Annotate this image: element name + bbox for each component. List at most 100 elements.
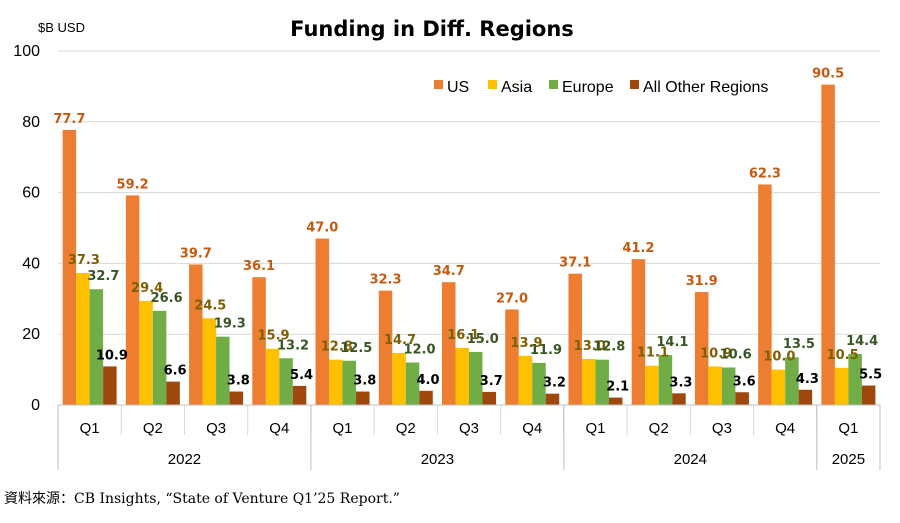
- bar-all-other-regions: [861, 385, 876, 405]
- bar-us: [694, 292, 709, 405]
- data-label: 77.7: [53, 112, 85, 127]
- data-label: 32.3: [369, 273, 401, 288]
- bar-us: [189, 264, 203, 405]
- data-label: 2.1: [606, 380, 629, 395]
- y-tick-label: 40: [22, 255, 40, 272]
- quarter-label: Q3: [459, 420, 479, 437]
- y-axis-ticks: 0 20 40 60 80 100: [13, 43, 40, 414]
- bar-us: [378, 290, 393, 405]
- year-label: 2022: [168, 451, 201, 468]
- data-label: 3.6: [733, 374, 756, 389]
- bar-all-other-regions: [608, 397, 623, 405]
- data-label: 47.0: [306, 221, 338, 236]
- year-label: 2024: [674, 451, 707, 468]
- bar-us: [442, 282, 456, 405]
- quarter-label: Q1: [80, 420, 100, 437]
- bar-us: [568, 273, 582, 405]
- legend-label: Asia: [501, 79, 532, 96]
- quarter-label: Q3: [206, 420, 226, 437]
- bar-all-other-regions: [735, 392, 749, 405]
- data-label: 10.5: [827, 348, 859, 363]
- bar-us: [252, 277, 266, 405]
- quarter-label: Q1: [333, 420, 353, 437]
- bar-us: [821, 84, 835, 405]
- data-label: 4.0: [417, 373, 440, 388]
- data-label: 34.7: [433, 264, 465, 279]
- data-label: 15.0: [467, 332, 499, 347]
- data-label: 5.5: [859, 368, 882, 383]
- data-label: 3.8: [227, 374, 250, 389]
- bar-asia: [265, 348, 280, 405]
- data-label: 15.9: [258, 329, 290, 344]
- data-label: 37.1: [559, 256, 591, 271]
- source-note: 資料來源：CB Insights, “State of Venture Q1’2…: [4, 491, 400, 507]
- bar-europe: [595, 359, 609, 405]
- year-label: 2025: [832, 451, 865, 468]
- data-label: 29.4: [131, 281, 163, 296]
- data-label: 5.4: [290, 368, 313, 383]
- data-label: 4.3: [796, 372, 819, 387]
- bar-us: [315, 238, 330, 405]
- bar-asia: [771, 369, 786, 405]
- y-tick-label: 100: [13, 43, 40, 60]
- quarter-label: Q4: [269, 420, 289, 437]
- bar-asia: [139, 300, 153, 405]
- data-label: 19.3: [214, 317, 246, 332]
- data-label: 16.1: [447, 328, 479, 343]
- gridlines: [58, 50, 880, 335]
- data-label: 41.2: [622, 241, 654, 256]
- bar-us: [758, 184, 772, 405]
- bar-us: [62, 129, 77, 405]
- data-label: 12.5: [340, 341, 372, 356]
- data-label: 90.5: [812, 67, 844, 82]
- legend-swatch-asia: [488, 80, 497, 89]
- bar-asia: [76, 272, 90, 405]
- bar-all-other-regions: [229, 391, 244, 405]
- data-label: 27.0: [496, 291, 528, 306]
- y-tick-label: 0: [31, 397, 40, 414]
- data-label: 10.9: [96, 348, 128, 363]
- y-tick-label: 20: [22, 326, 40, 343]
- data-label: 10.0: [763, 350, 795, 365]
- data-label: 11.9: [530, 343, 562, 358]
- data-label: 12.8: [321, 340, 353, 355]
- bar-asia: [392, 352, 406, 405]
- bar-asia: [645, 365, 659, 405]
- x-axis: Q1 Q2 Q3 Q4 2022 Q1 Q2 Q3 Q4 2023 Q1 Q2 Q3 Q4 2024 Q1 20…: [57, 404, 881, 470]
- bar-all-other-regions: [356, 391, 370, 405]
- data-label: 13.5: [783, 337, 815, 352]
- bar-europe: [279, 358, 293, 405]
- quarter-label: Q2: [649, 420, 669, 437]
- data-label: 11.1: [637, 346, 669, 361]
- bar-all-other-regions: [419, 390, 433, 405]
- legend-label: Europe: [562, 79, 614, 96]
- data-label: 12.8: [593, 340, 625, 355]
- data-label: 31.9: [686, 274, 718, 289]
- bar-all-other-regions: [798, 389, 813, 405]
- bar-all-other-regions: [672, 393, 686, 405]
- bar-europe: [721, 367, 736, 405]
- bar-asia: [581, 358, 596, 405]
- quarter-label: Q3: [712, 420, 732, 437]
- quarter-label: Q4: [522, 420, 542, 437]
- bar-europe: [152, 310, 167, 405]
- legend-label: US: [447, 79, 469, 96]
- bar-europe: [342, 360, 357, 405]
- y-axis-unit: $B USD: [38, 20, 85, 35]
- quarter-label: Q1: [585, 420, 605, 437]
- legend-label: All Other Regions: [643, 79, 768, 96]
- data-label: 59.2: [117, 177, 149, 192]
- bar-all-other-regions: [103, 366, 117, 405]
- data-label: 14.7: [384, 333, 416, 348]
- legend: US Asia Europe All Other Regions: [434, 79, 768, 96]
- bar-asia: [455, 348, 469, 405]
- data-label: 10.6: [720, 347, 752, 362]
- bar-us: [505, 309, 519, 405]
- data-label: 32.7: [87, 269, 119, 284]
- data-label: 3.2: [543, 376, 566, 391]
- bar-asia: [518, 355, 533, 405]
- data-label: 37.3: [68, 253, 100, 268]
- data-label: 13.2: [277, 338, 309, 353]
- bar-all-other-regions: [292, 385, 307, 405]
